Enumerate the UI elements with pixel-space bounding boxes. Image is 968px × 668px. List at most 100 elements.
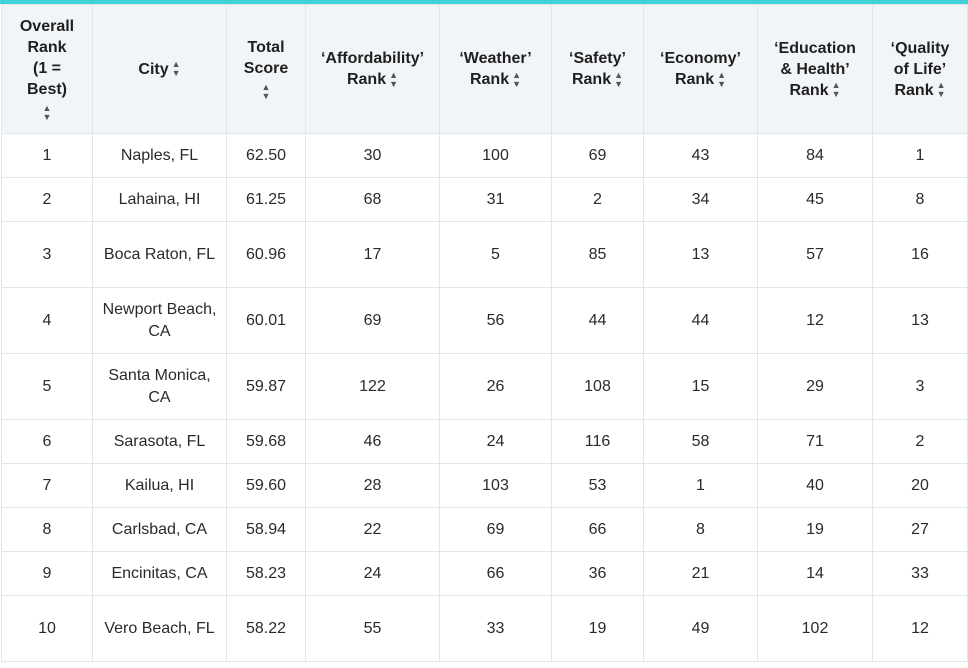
header-label: Rank <box>571 71 612 88</box>
education-health-cell: 40 <box>757 463 873 508</box>
score-cell: 60.01 <box>226 287 306 354</box>
header-label: of Life’ <box>893 60 947 78</box>
column-header-overall-rank[interactable]: Overall Rank (1 = Best) ▲ ▼ <box>1 4 93 134</box>
quality-of-life-cell: 33 <box>872 551 968 596</box>
safety-cell: 19 <box>551 595 644 662</box>
weather-cell: 56 <box>439 287 552 354</box>
header-label: (1 = <box>32 60 61 77</box>
safety-cell: 108 <box>551 353 644 420</box>
weather-cell: 26 <box>439 353 552 420</box>
header-label: ‘Weather’ <box>459 50 532 67</box>
sort-icon[interactable]: ▲ ▼ <box>171 59 181 79</box>
rank-cell: 10 <box>1 595 93 662</box>
header-label: ‘Quality <box>890 39 950 57</box>
accent-top-bar <box>0 0 968 4</box>
sort-icon[interactable]: ▲ ▼ <box>936 80 946 100</box>
quality-of-life-cell: 16 <box>872 221 968 288</box>
quality-of-life-cell: 13 <box>872 287 968 354</box>
header-label: & Health’ <box>780 60 850 78</box>
table-row: 7 Kailua, HI 59.60 28 103 53 1 40 20 <box>1 463 968 508</box>
column-header-education-health-rank[interactable]: ‘Education & Health’ Rank ▲ ▼ <box>757 4 873 134</box>
table-row: 1 Naples, FL 62.50 30 100 69 43 84 1 <box>1 133 968 178</box>
city-cell: Naples, FL <box>92 133 227 178</box>
affordability-cell: 24 <box>305 551 440 596</box>
rank-cell: 9 <box>1 551 93 596</box>
column-header-quality-of-life-rank[interactable]: ‘Quality of Life’ Rank ▲ ▼ <box>872 4 968 134</box>
column-header-affordability-rank[interactable]: ‘Affordability’ Rank ▲ ▼ <box>305 4 440 134</box>
city-cell: Kailua, HI <box>92 463 227 508</box>
table-header-row: Overall Rank (1 = Best) ▲ ▼ City ▲ ▼ Total … <box>1 4 968 134</box>
economy-cell: 43 <box>643 133 758 178</box>
sort-icon[interactable]: ▲ ▼ <box>614 69 624 89</box>
education-health-cell: 45 <box>757 177 873 222</box>
economy-cell: 49 <box>643 595 758 662</box>
economy-cell: 1 <box>643 463 758 508</box>
table-row: 8 Carlsbad, CA 58.94 22 69 66 8 19 27 <box>1 507 968 552</box>
header-label: Rank <box>894 81 934 99</box>
rank-cell: 4 <box>1 287 93 354</box>
column-header-safety-rank[interactable]: ‘Safety’ Rank ▲ ▼ <box>551 4 644 134</box>
safety-cell: 36 <box>551 551 644 596</box>
rankings-table: Overall Rank (1 = Best) ▲ ▼ City ▲ ▼ Total … <box>1 4 968 662</box>
sort-icon[interactable]: ▲ ▼ <box>261 82 271 101</box>
rank-cell: 6 <box>1 419 93 464</box>
quality-of-life-cell: 3 <box>872 353 968 420</box>
weather-cell: 66 <box>439 551 552 596</box>
education-health-cell: 12 <box>757 287 873 354</box>
affordability-cell: 122 <box>305 353 440 420</box>
quality-of-life-cell: 1 <box>872 133 968 178</box>
score-cell: 59.60 <box>226 463 306 508</box>
city-cell: Santa Monica, CA <box>92 353 227 420</box>
economy-cell: 15 <box>643 353 758 420</box>
education-health-cell: 14 <box>757 551 873 596</box>
header-label: Score <box>243 60 289 77</box>
safety-cell: 116 <box>551 419 644 464</box>
safety-cell: 2 <box>551 177 644 222</box>
sort-icon[interactable]: ▲ ▼ <box>512 69 522 89</box>
score-cell: 58.94 <box>226 507 306 552</box>
header-label: Best) <box>26 81 67 98</box>
city-cell: Boca Raton, FL <box>92 221 227 288</box>
table-row: 9 Encinitas, CA 58.23 24 66 36 21 14 33 <box>1 551 968 596</box>
education-health-cell: 57 <box>757 221 873 288</box>
economy-cell: 44 <box>643 287 758 354</box>
weather-cell: 5 <box>439 221 552 288</box>
affordability-cell: 28 <box>305 463 440 508</box>
header-label: City <box>138 60 169 78</box>
header-label: Rank <box>469 71 510 88</box>
affordability-cell: 46 <box>305 419 440 464</box>
economy-cell: 21 <box>643 551 758 596</box>
score-cell: 58.23 <box>226 551 306 596</box>
affordability-cell: 17 <box>305 221 440 288</box>
table-row: 5 Santa Monica, CA 59.87 122 26 108 15 2… <box>1 353 968 420</box>
quality-of-life-cell: 2 <box>872 419 968 464</box>
score-cell: 58.22 <box>226 595 306 662</box>
education-health-cell: 71 <box>757 419 873 464</box>
table-row: 2 Lahaina, HI 61.25 68 31 2 34 45 8 <box>1 177 968 222</box>
education-health-cell: 29 <box>757 353 873 420</box>
rank-cell: 8 <box>1 507 93 552</box>
sort-icon[interactable]: ▲ ▼ <box>389 69 399 89</box>
safety-cell: 66 <box>551 507 644 552</box>
economy-cell: 8 <box>643 507 758 552</box>
safety-cell: 85 <box>551 221 644 288</box>
column-header-economy-rank[interactable]: ‘Economy’ Rank ▲ ▼ <box>643 4 758 134</box>
header-label: ‘Safety’ <box>569 50 626 67</box>
column-header-city[interactable]: City ▲ ▼ <box>92 4 227 134</box>
header-label: ‘Economy’ <box>660 50 741 67</box>
city-cell: Carlsbad, CA <box>92 507 227 552</box>
column-header-weather-rank[interactable]: ‘Weather’ Rank ▲ ▼ <box>439 4 552 134</box>
table-row: 4 Newport Beach, CA 60.01 69 56 44 44 12… <box>1 287 968 354</box>
sort-icon[interactable]: ▲ ▼ <box>42 103 52 122</box>
sort-icon[interactable]: ▲ ▼ <box>717 69 727 89</box>
affordability-cell: 68 <box>305 177 440 222</box>
city-cell: Newport Beach, CA <box>92 287 227 354</box>
score-cell: 59.68 <box>226 419 306 464</box>
rank-cell: 2 <box>1 177 93 222</box>
education-health-cell: 19 <box>757 507 873 552</box>
sort-icon[interactable]: ▲ ▼ <box>831 80 841 100</box>
column-header-total-score[interactable]: Total Score ▲ ▼ <box>226 4 306 134</box>
table-row: 10 Vero Beach, FL 58.22 55 33 19 49 102 … <box>1 595 968 662</box>
weather-cell: 24 <box>439 419 552 464</box>
weather-cell: 69 <box>439 507 552 552</box>
